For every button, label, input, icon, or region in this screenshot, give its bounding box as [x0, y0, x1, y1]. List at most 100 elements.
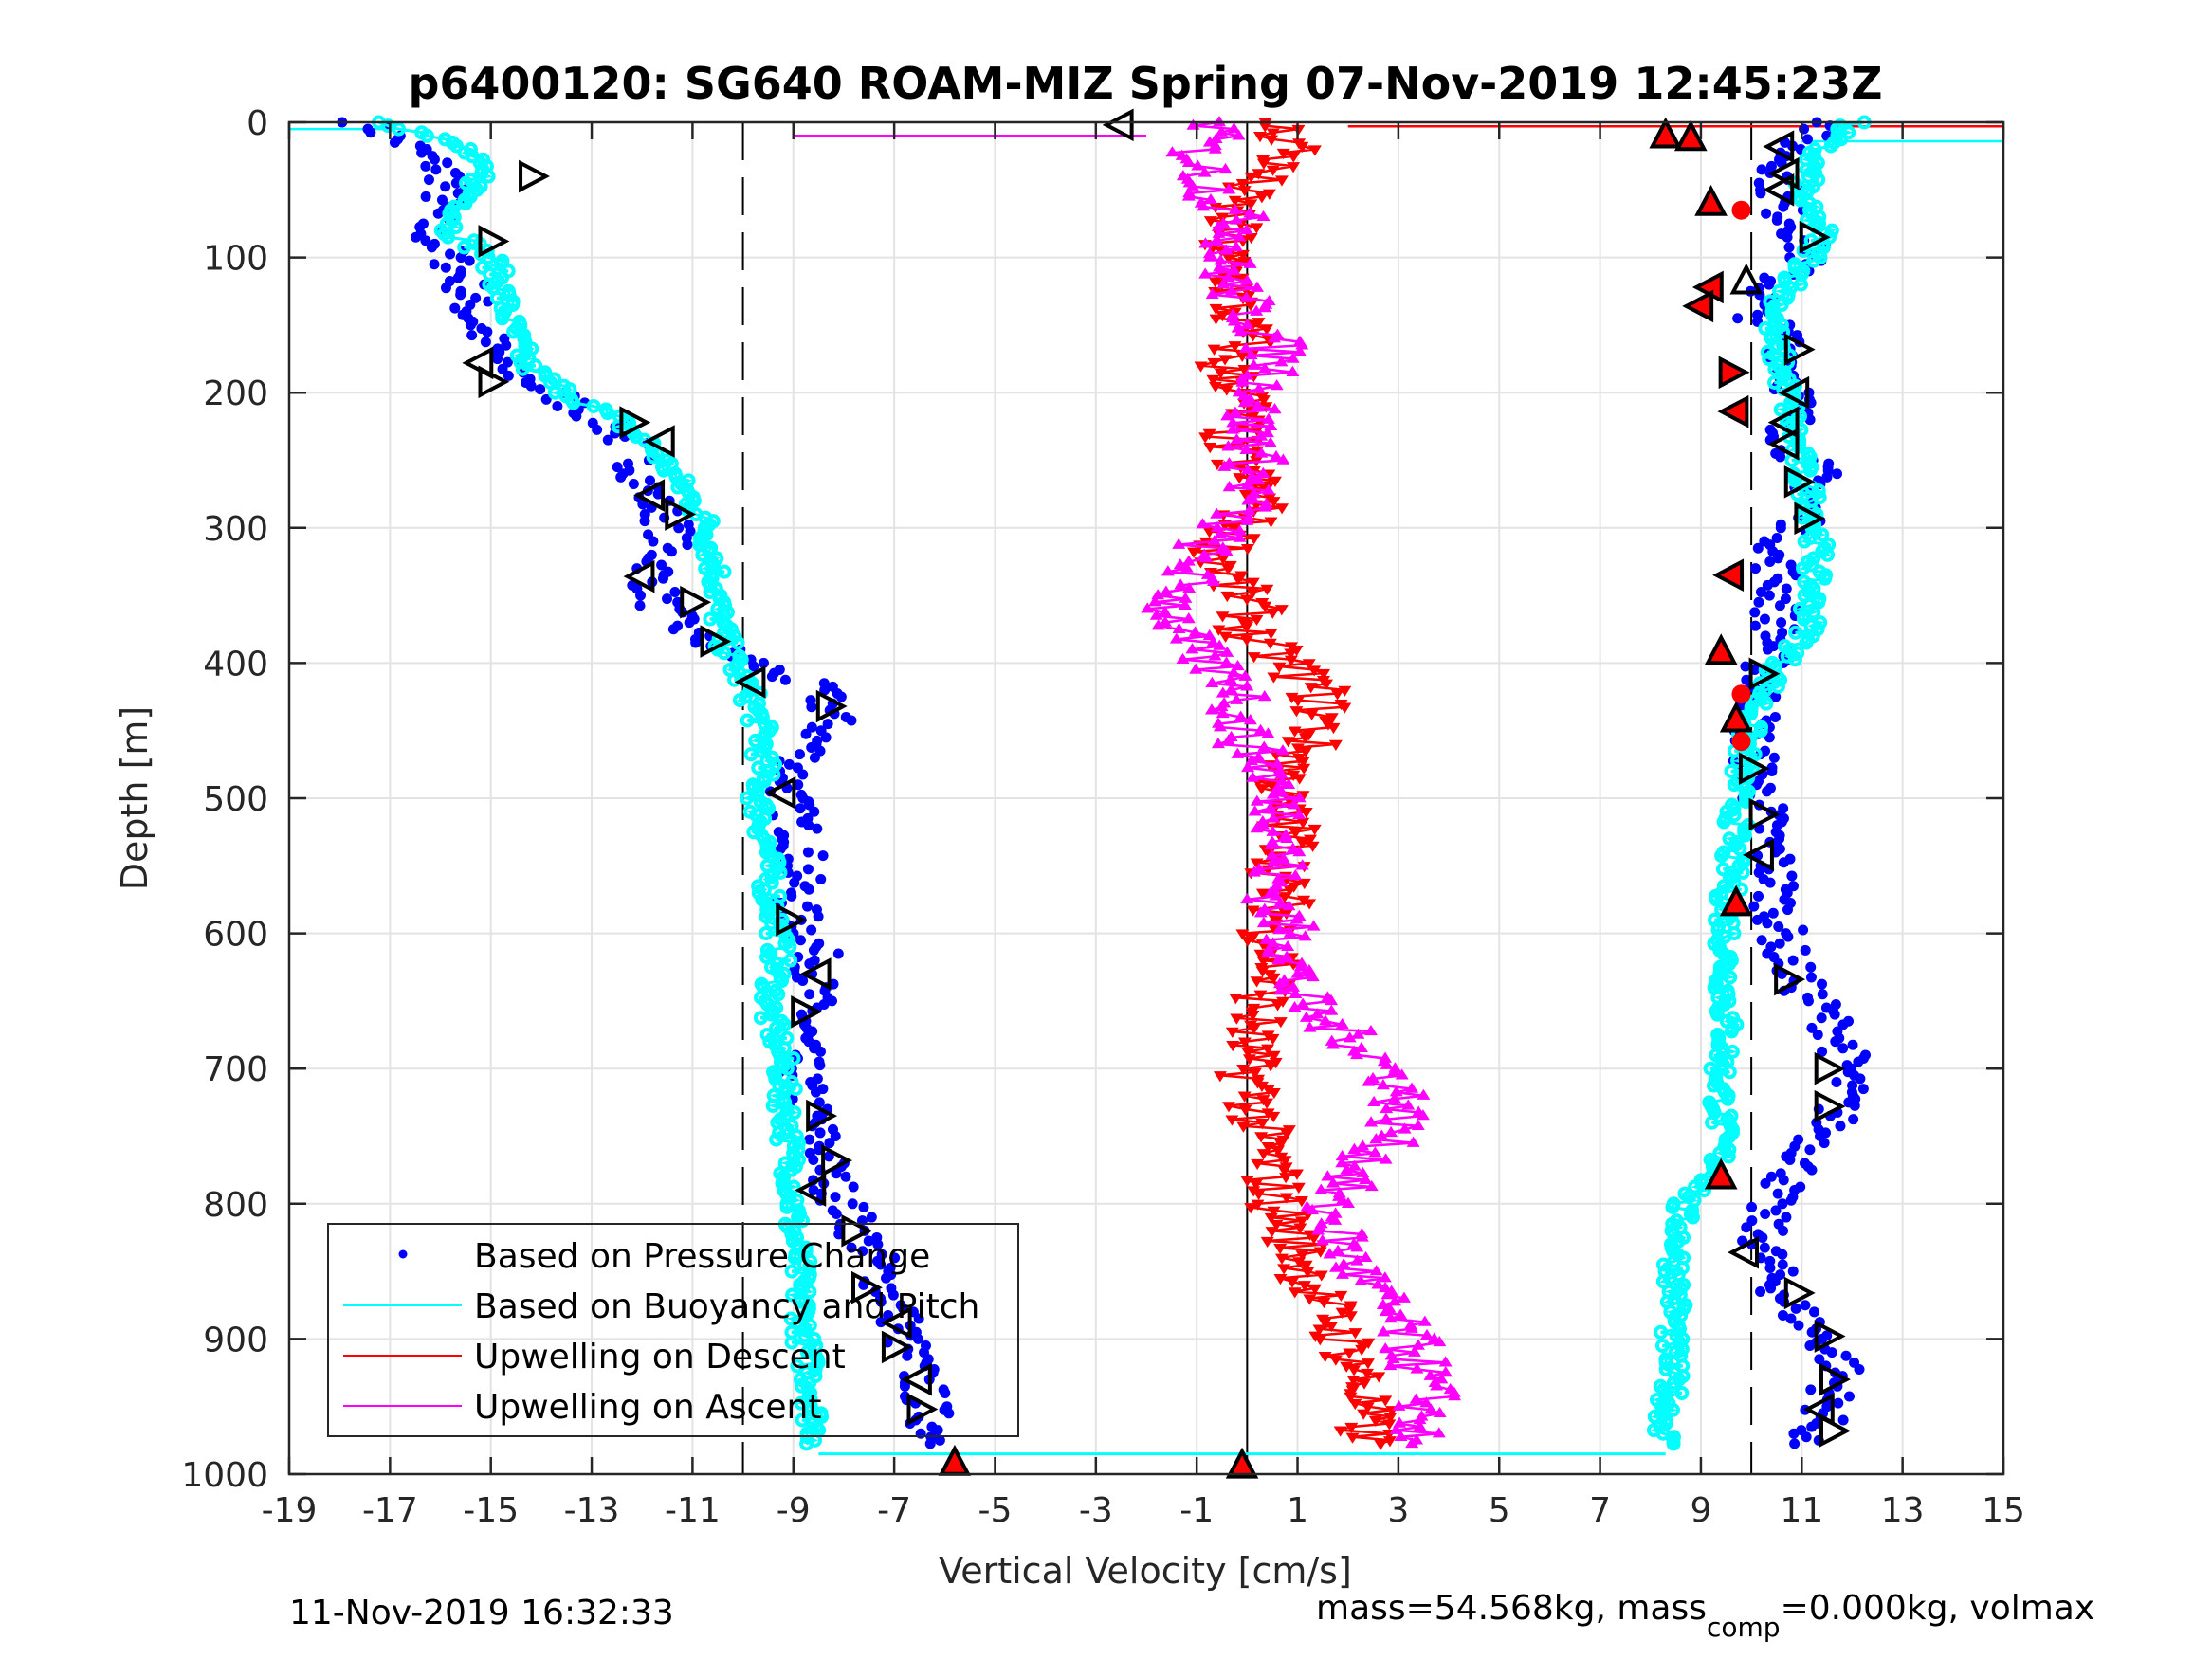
data-point-upwelling-descent [1298, 733, 1312, 744]
data-point-buoyancy [1705, 1115, 1720, 1130]
data-point-upwelling-descent [1198, 432, 1213, 444]
data-point-pressure [420, 235, 431, 246]
data-point-upwelling-descent [1236, 1065, 1251, 1076]
data-point-pressure [1756, 164, 1767, 175]
data-point-pressure [1753, 890, 1764, 902]
data-point-upwelling-descent [1302, 659, 1316, 670]
data-point-pressure [1786, 870, 1798, 882]
marker-triangle-right [1748, 657, 1781, 691]
data-point-upwelling-descent [1221, 253, 1235, 264]
data-point-upwelling-descent [1307, 665, 1322, 677]
data-point-upwelling-ascent [1423, 1369, 1437, 1380]
data-point-upwelling-descent [1289, 645, 1304, 657]
data-point-buoyancy [1773, 672, 1788, 687]
data-point-upwelling-ascent [1178, 598, 1192, 610]
data-point-buoyancy [769, 1132, 784, 1147]
data-point-upwelling-ascent [1260, 946, 1274, 958]
data-point-upwelling-descent [1218, 355, 1233, 366]
series-upwelling-on-ascent [1141, 116, 1462, 1449]
marker-triangle-right [1783, 333, 1816, 366]
data-point-upwelling-descent [1292, 774, 1307, 785]
data-point-buoyancy [611, 419, 626, 434]
data-point-pressure [442, 157, 453, 169]
data-point-pressure [1833, 1397, 1844, 1409]
data-point-upwelling-descent [1253, 132, 1268, 143]
data-point-upwelling-ascent [1181, 612, 1196, 624]
data-point-buoyancy [1685, 1210, 1700, 1225]
data-point-upwelling-descent [1231, 574, 1245, 586]
data-point-pressure [848, 1181, 859, 1193]
data-point-pressure [803, 820, 814, 831]
data-point-upwelling-ascent [1335, 1149, 1349, 1161]
data-point-upwelling-descent [1318, 1352, 1332, 1363]
data-point-upwelling-descent [1256, 158, 1271, 170]
data-point-pressure [858, 1201, 869, 1212]
data-point-upwelling-descent [1267, 1050, 1281, 1062]
data-point-pressure [902, 1350, 913, 1361]
data-point-upwelling-descent [1297, 878, 1311, 890]
data-point-buoyancy [495, 311, 510, 326]
data-point-upwelling-ascent [1448, 1390, 1462, 1401]
data-point-upwelling-descent [1287, 770, 1301, 782]
data-point-pressure [797, 769, 809, 780]
data-point-buoyancy [717, 564, 732, 579]
data-point-buoyancy [787, 1250, 802, 1266]
data-point-upwelling-ascent [1212, 227, 1226, 238]
footer-mass-info: mass=54.568kg, masscomp=0.000kg, volmax [1316, 1589, 2094, 1643]
data-point-upwelling-descent [1283, 885, 1297, 897]
data-point-upwelling-ascent [1230, 213, 1244, 225]
data-point-upwelling-ascent [1218, 162, 1233, 174]
data-point-upwelling-ascent [1213, 116, 1227, 127]
data-point-upwelling-descent [1338, 685, 1352, 697]
data-point-pressure [1806, 1022, 1818, 1033]
data-point-upwelling-descent [1285, 1277, 1299, 1288]
data-point-pressure [806, 924, 817, 936]
data-point-upwelling-ascent [1241, 760, 1255, 773]
data-point-upwelling-ascent [1341, 1196, 1355, 1208]
data-point-pressure [1806, 1421, 1818, 1432]
data-point-upwelling-ascent [1240, 318, 1254, 330]
marker-triangle-right [619, 406, 651, 439]
data-point-upwelling-ascent [1264, 436, 1278, 447]
x-tick-label: 9 [1690, 1491, 1711, 1530]
data-point-buoyancy [1666, 1436, 1681, 1451]
marker-triangle-up [1719, 701, 1753, 733]
data-point-pressure [1748, 901, 1760, 912]
data-point-upwelling-ascent [1222, 183, 1236, 194]
data-point-pressure [535, 384, 546, 395]
data-point-pressure [1812, 1030, 1823, 1041]
data-point-buoyancy [786, 1051, 801, 1066]
data-point-upwelling-descent [1334, 1290, 1348, 1303]
data-point-upwelling-descent [1266, 608, 1280, 619]
data-point-pressure [830, 1131, 841, 1141]
data-point-upwelling-ascent [1227, 122, 1241, 134]
data-point-upwelling-descent [1335, 1307, 1349, 1319]
data-point-buoyancy [566, 395, 581, 410]
data-point-upwelling-ascent [1245, 470, 1259, 482]
data-point-pressure [758, 657, 769, 668]
data-point-upwelling-descent [1237, 256, 1252, 268]
y-tick-label: 900 [203, 1321, 268, 1359]
data-point-upwelling-descent [1228, 195, 1242, 207]
x-tick-label: 7 [1589, 1491, 1611, 1530]
data-point-upwelling-descent [1372, 1372, 1386, 1383]
data-point-upwelling-descent [1267, 1087, 1281, 1100]
data-point-upwelling-descent [1206, 374, 1220, 386]
data-point-upwelling-ascent [1241, 494, 1255, 505]
footer-mass-a: mass=54.568kg, mass [1316, 1589, 1707, 1628]
data-point-upwelling-descent [1216, 611, 1230, 623]
data-point-upwelling-descent [1249, 1179, 1263, 1191]
data-point-pressure [682, 539, 693, 551]
x-tick-label: -15 [463, 1491, 519, 1530]
data-point-upwelling-descent [1266, 922, 1280, 934]
data-point-upwelling-descent [1216, 554, 1231, 565]
data-point-pressure [823, 1151, 834, 1162]
data-point-buoyancy [1767, 375, 1782, 391]
data-point-upwelling-descent [1344, 1392, 1358, 1404]
data-point-upwelling-ascent [1275, 775, 1289, 786]
data-point-upwelling-ascent [1310, 1008, 1325, 1019]
data-point-upwelling-descent [1382, 1419, 1397, 1431]
data-point-upwelling-ascent [1224, 284, 1238, 296]
data-point-upwelling-ascent [1368, 1146, 1382, 1158]
data-point-upwelling-descent [1235, 929, 1250, 940]
